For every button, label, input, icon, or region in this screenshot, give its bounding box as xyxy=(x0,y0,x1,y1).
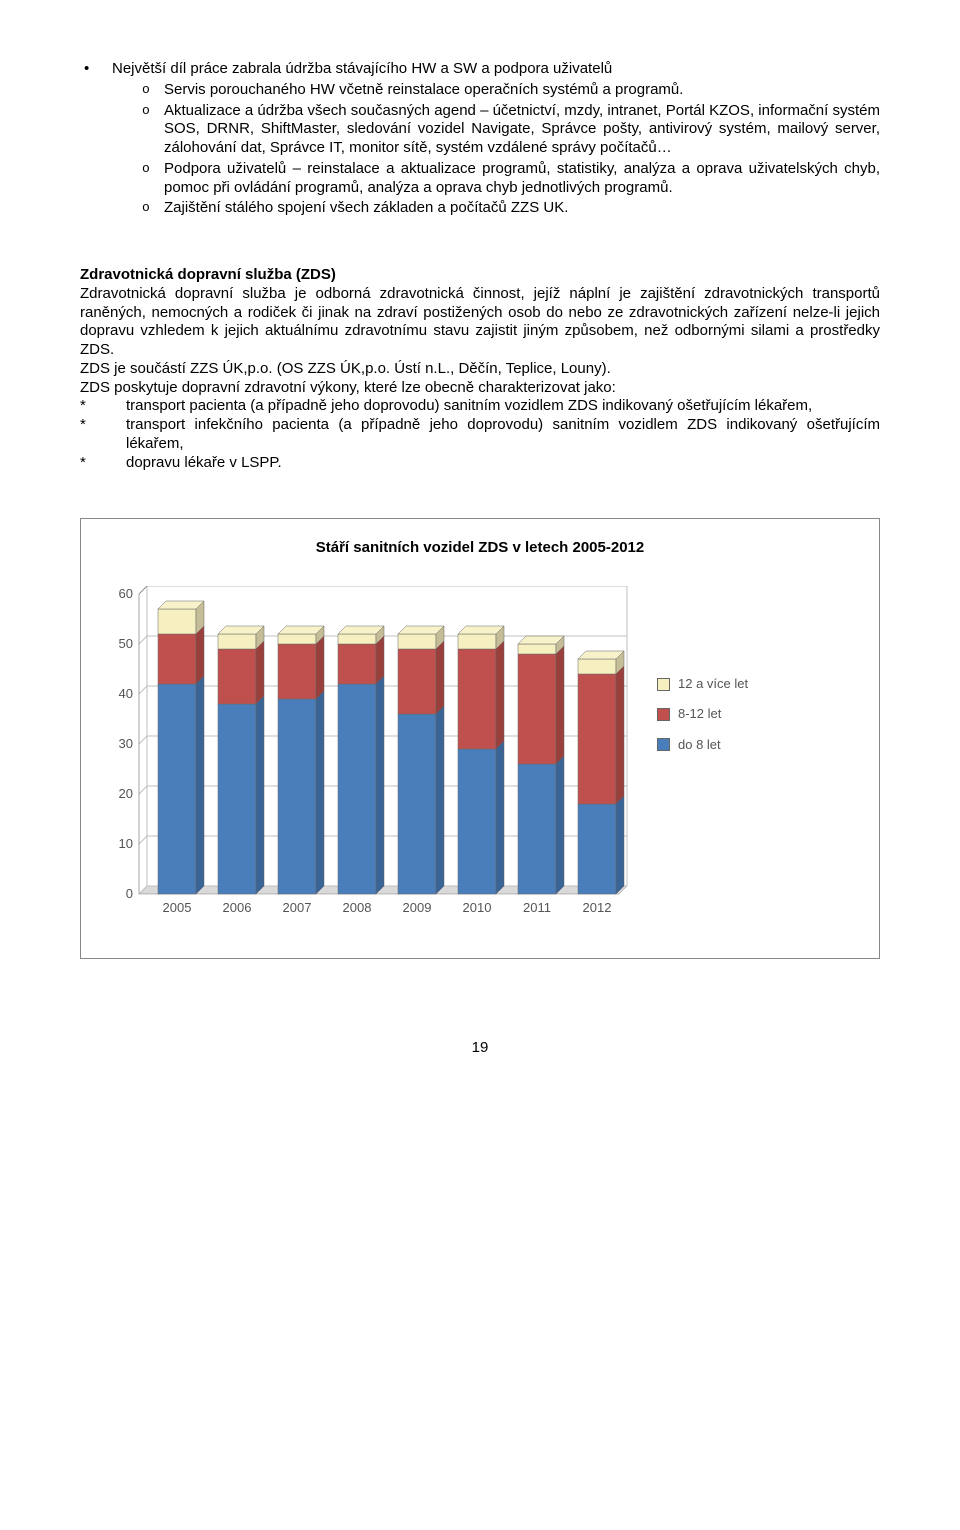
legend-swatch xyxy=(657,708,670,721)
sub-bullet-text: Aktualizace a údržba všech současných ag… xyxy=(164,102,880,158)
svg-text:60: 60 xyxy=(119,586,133,601)
page-number: 19 xyxy=(80,1039,880,1058)
star-bullet: * xyxy=(80,397,126,416)
star-text: transport pacienta (a případně jeho dopr… xyxy=(126,397,880,416)
svg-text:2006: 2006 xyxy=(223,900,252,915)
legend-label: do 8 let xyxy=(678,737,721,753)
sub-bullet-text: Zajištění stálého spojení všech základen… xyxy=(164,199,880,218)
zds-p2: ZDS je součástí ZZS ÚK,p.o. (OS ZZS ÚK,p… xyxy=(80,360,880,379)
svg-text:10: 10 xyxy=(119,836,133,851)
svg-text:2009: 2009 xyxy=(403,900,432,915)
zds-p1: Zdravotnická dopravní služba je odborná … xyxy=(80,285,880,360)
sub-bullet-o: o xyxy=(142,102,164,119)
sub-bullet-o: o xyxy=(142,199,164,216)
svg-text:2008: 2008 xyxy=(343,900,372,915)
chart-canvas: 0 10 20 30 40 50 60 2005 2006 2007 2008 2009 2010 201… xyxy=(105,586,631,930)
svg-text:2005: 2005 xyxy=(163,900,192,915)
star-bullet: * xyxy=(80,416,126,435)
svg-text:0: 0 xyxy=(126,886,133,901)
sub-bullet-text: Servis porouchaného HW včetně reinstalac… xyxy=(164,81,880,100)
legend-item: 8-12 let xyxy=(657,706,748,722)
svg-text:50: 50 xyxy=(119,636,133,651)
star-bullet: * xyxy=(80,454,126,473)
svg-text:2011: 2011 xyxy=(523,900,551,915)
top-bullet-text: Největší díl práce zabrala údržba stávaj… xyxy=(112,60,612,79)
chart-container: Stáří sanitních vozidel ZDS v letech 200… xyxy=(80,518,880,959)
sub-bullet-o: o xyxy=(142,160,164,177)
svg-text:2007: 2007 xyxy=(283,900,312,915)
svg-text:40: 40 xyxy=(119,686,133,701)
legend-swatch xyxy=(657,678,670,691)
legend-item: 12 a více let xyxy=(657,676,748,692)
svg-text:2010: 2010 xyxy=(463,900,492,915)
star-text: dopravu lékaře v LSPP. xyxy=(126,454,880,473)
svg-text:2012: 2012 xyxy=(583,900,612,915)
legend-item: do 8 let xyxy=(657,737,748,753)
chart-legend: 12 a více let 8-12 let do 8 let xyxy=(657,676,748,767)
svg-text:20: 20 xyxy=(119,786,133,801)
legend-swatch xyxy=(657,738,670,751)
sub-bullet-o: o xyxy=(142,81,164,98)
chart-title: Stáří sanitních vozidel ZDS v letech 200… xyxy=(105,539,855,558)
sub-bullet-text: Podpora uživatelů – reinstalace a aktual… xyxy=(164,160,880,198)
zds-title: Zdravotnická dopravní služba (ZDS) xyxy=(80,266,880,285)
legend-label: 12 a více let xyxy=(678,676,748,692)
legend-label: 8-12 let xyxy=(678,706,721,722)
zds-p3: ZDS poskytuje dopravní zdravotní výkony,… xyxy=(80,379,880,398)
svg-text:30: 30 xyxy=(119,736,133,751)
star-text: transport infekčního pacienta (a případn… xyxy=(126,416,880,454)
bullet-dot: • xyxy=(80,60,112,79)
